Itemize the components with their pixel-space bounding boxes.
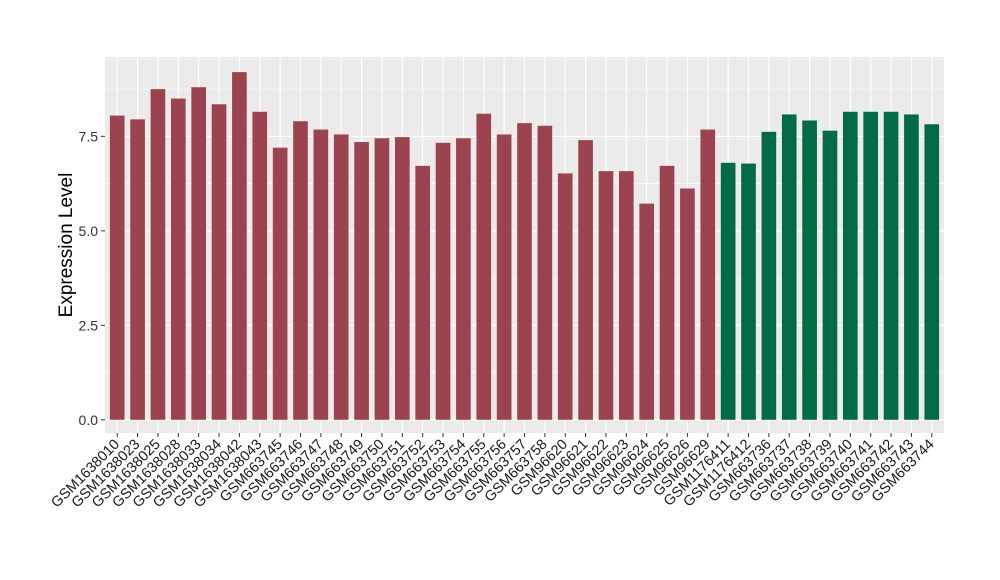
bar [130, 119, 145, 420]
bar [700, 129, 716, 420]
bar [415, 165, 431, 420]
y-tick-label: 2.5 [79, 317, 99, 333]
bar [863, 111, 879, 420]
bar [557, 173, 573, 420]
bar [170, 98, 186, 420]
bar [232, 72, 247, 420]
bar [904, 114, 919, 420]
bar [578, 140, 593, 420]
bar [781, 114, 797, 420]
bar [639, 203, 655, 420]
bar [374, 138, 390, 420]
bar [598, 171, 614, 420]
y-tick-label: 0.0 [79, 412, 99, 428]
bar [333, 134, 349, 420]
bar [272, 147, 288, 420]
bar [618, 171, 634, 420]
bar [435, 142, 451, 420]
bar [394, 137, 410, 420]
bar [720, 162, 736, 420]
bar [293, 121, 308, 420]
bar [802, 120, 817, 420]
bar [211, 104, 227, 420]
bar [924, 124, 940, 420]
bar [680, 188, 695, 420]
bar [476, 113, 492, 420]
y-tick-label: 5.0 [79, 223, 99, 239]
bar [354, 142, 369, 420]
bar [537, 125, 553, 420]
bars-group [109, 72, 940, 420]
bar [456, 138, 471, 420]
bar [313, 129, 329, 420]
x-axis: GSM1638010GSM1638023GSM1638025GSM1638028… [48, 433, 938, 511]
y-tick-label: 7.5 [79, 128, 99, 144]
bar [741, 163, 756, 420]
y-axis: 0.0 2.5 5.0 7.5 [79, 128, 105, 428]
bar [659, 165, 675, 420]
bar [517, 123, 532, 420]
bar [496, 134, 512, 420]
bar [150, 89, 166, 420]
bar [842, 111, 858, 420]
bar [191, 87, 207, 420]
y-axis-title: Expression Level [56, 173, 77, 318]
bar [883, 111, 899, 420]
bar [109, 115, 125, 420]
bar [822, 130, 838, 420]
bar [761, 131, 777, 420]
bar [252, 111, 268, 420]
